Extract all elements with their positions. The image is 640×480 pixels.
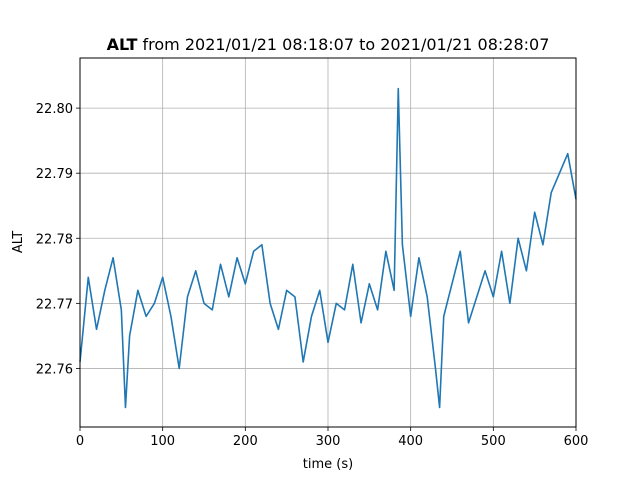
y-axis-label: ALT bbox=[11, 231, 26, 253]
y-tick-label: 22.76 bbox=[36, 362, 73, 377]
x-tick-label: 500 bbox=[481, 434, 506, 449]
series-line bbox=[79, 87, 577, 409]
y-axis: 22.76 22.77 22.78 22.79 22.80 bbox=[36, 102, 80, 377]
x-tick-label: 300 bbox=[316, 434, 341, 449]
y-tick-label: 22.77 bbox=[36, 297, 73, 312]
y-tick-label: 22.78 bbox=[36, 232, 73, 247]
grid bbox=[79, 58, 577, 427]
x-tick-label: 200 bbox=[233, 434, 258, 449]
y-tick-label: 22.79 bbox=[36, 167, 73, 182]
chart-title: ALT from 2021/01/21 08:18:07 to 2021/01/… bbox=[107, 35, 550, 54]
x-tick-label: 100 bbox=[150, 434, 175, 449]
y-tick-label: 22.80 bbox=[36, 102, 73, 117]
chart-title-range: from 2021/01/21 08:18:07 to 2021/01/21 0… bbox=[137, 35, 549, 54]
x-axis-label: time (s) bbox=[303, 457, 353, 472]
series-layer bbox=[79, 87, 577, 409]
x-axis: 0 100 200 300 400 500 600 bbox=[76, 427, 589, 449]
x-tick-label: 0 bbox=[76, 434, 84, 449]
chart-title-series: ALT bbox=[107, 35, 138, 54]
x-tick-label: 600 bbox=[564, 434, 589, 449]
x-tick-label: 400 bbox=[398, 434, 423, 449]
